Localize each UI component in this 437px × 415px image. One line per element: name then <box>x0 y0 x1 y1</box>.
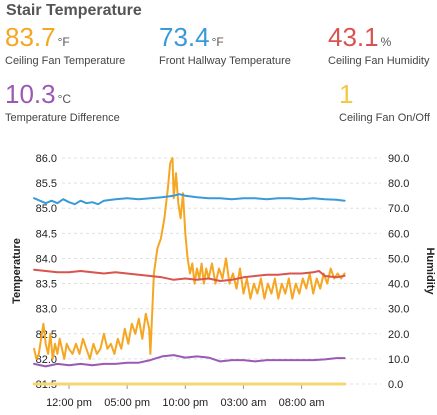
y2-tick-label: 90.0 <box>388 153 409 165</box>
stat-value: 43.1 <box>328 22 379 52</box>
stat-value: 73.4 <box>159 22 210 52</box>
y-tick-label: 84.0 <box>36 253 57 265</box>
stat-label: Ceiling Fan On/Off <box>339 112 430 124</box>
x-tick-label: 10:00 pm <box>162 397 208 409</box>
y-tick-label: 83.5 <box>36 279 57 291</box>
stat-temperature-difference[interactable]: 10.3 °C Temperature Difference <box>5 81 120 124</box>
stat-value: 1 <box>339 79 354 109</box>
series-ceiling-fan-temperature <box>33 157 346 360</box>
y2-axis-label: Humidity <box>424 247 436 295</box>
stat-label: Front Hallway Temperature <box>159 55 291 67</box>
series-ceiling-fan-humidity <box>33 268 346 282</box>
stat-ceiling-fan-humidity[interactable]: 43.1% Ceiling Fan Humidity <box>328 24 429 67</box>
y2-tick-label: 40.0 <box>388 279 409 291</box>
stat-front-hallway-temperature[interactable]: 73.4 °F Front Hallway Temperature <box>159 24 291 67</box>
stat-value: 83.7 <box>5 22 56 52</box>
stat-ceiling-fan-temperature[interactable]: 83.7 °F Ceiling Fan Temperature <box>5 24 125 67</box>
stat-unit: °F <box>57 35 70 49</box>
x-tick-label: 12:00 pm <box>46 397 92 409</box>
y2-tick-label: 80.0 <box>388 178 409 190</box>
series-front-hallway-temperature <box>33 193 346 206</box>
y-tick-label: 85.5 <box>36 178 57 190</box>
stat-label: Temperature Difference <box>5 112 120 124</box>
stat-ceiling-fan-on-off[interactable]: 1 Ceiling Fan On/Off <box>339 81 430 124</box>
y2-tick-label: 60.0 <box>388 228 409 240</box>
stat-unit: % <box>380 35 392 49</box>
x-tick-label: 03:00 am <box>221 397 267 409</box>
stat-label: Ceiling Fan Temperature <box>5 55 126 67</box>
stat-unit: °F <box>211 35 224 49</box>
y2-tick-label: 10.0 <box>388 354 409 366</box>
page-title: Stair Temperature <box>6 2 142 19</box>
y-axis-label: Temperature <box>11 238 23 304</box>
x-tick-label: 08:00 am <box>279 397 325 409</box>
x-tick-label: 05:00 pm <box>104 397 150 409</box>
y-tick-label: 86.0 <box>36 153 57 165</box>
y-tick-label: 84.5 <box>36 228 57 240</box>
stat-value: 10.3 <box>5 79 56 109</box>
y-tick-label: 83.0 <box>36 304 57 316</box>
stat-label: Ceiling Fan Humidity <box>328 55 430 67</box>
series-temperature-difference <box>33 354 346 368</box>
y-tick-label: 82.5 <box>36 329 57 341</box>
y2-tick-label: 0.0 <box>388 379 403 391</box>
y2-tick-label: 70.0 <box>388 203 409 215</box>
stat-unit: °C <box>57 92 72 106</box>
y2-tick-label: 30.0 <box>388 304 409 316</box>
y-tick-label: 85.0 <box>36 203 57 215</box>
y2-tick-label: 50.0 <box>388 253 409 265</box>
y2-tick-label: 20.0 <box>388 329 409 341</box>
